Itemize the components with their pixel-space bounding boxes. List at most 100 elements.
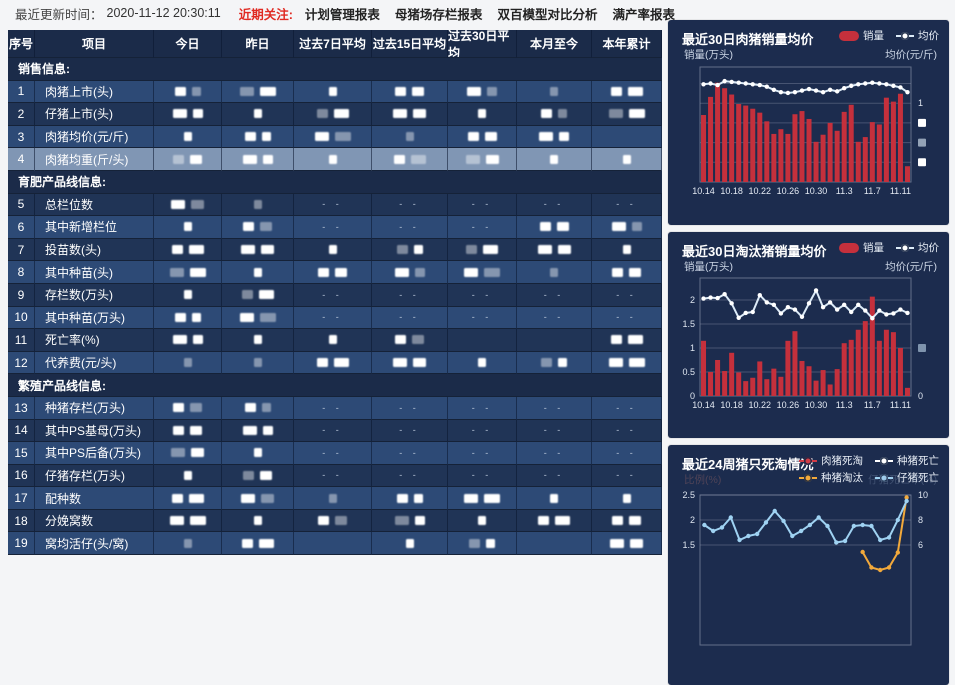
svg-text:10.18: 10.18 [720,400,743,410]
redacted-value [333,358,349,368]
redacted-value [261,245,274,255]
table-row-17[interactable]: 17 配种数 [8,487,662,510]
redacted-value [538,516,549,526]
data-cell [154,216,222,239]
bar-line-chart[interactable]: 10.14 10.18 10.22 10.26 10.30 11.3 11.7 11.11 1 [668,20,949,225]
table-row-16[interactable]: 16 仔猪存栏(万头) - - - - - - - - - - [8,464,662,488]
chart-legend: 肉猪死淘 种猪死亡种猪淘汰 仔猪死亡 [764,453,939,485]
table-row-12[interactable]: 12 代养费(元/头) [8,351,662,375]
redacted-value [478,358,486,368]
legend-label: 种猪死亡 [897,455,939,467]
row-label: 代养费(元/头) [35,351,154,375]
svg-text:10.14: 10.14 [692,400,715,410]
table-row-15[interactable]: 15 其中PS后备(万头) - - - - - - - - - - [8,442,662,465]
table-row-7[interactable]: 7 投苗数(头) [8,238,662,262]
table-row-8[interactable]: 8 其中种苗(头) [8,261,662,284]
legend-label: 仔猪死亡 [897,472,939,484]
data-cell [222,261,294,284]
legend-item-肉猪死淘[interactable]: 肉猪死淘 [799,453,863,468]
table-row-3[interactable]: 3 肉猪均价(元/斤) [8,125,662,149]
data-cell [154,125,222,149]
redacted-value [171,199,185,209]
redacted-value [412,335,424,345]
data-cell: - - [517,306,592,330]
table-row-10[interactable]: 10 其中种苗(万头) - - - - - - - - - - [8,306,662,330]
legend-item-均价[interactable]: 均价 [896,28,939,43]
legend-item-均价[interactable]: 均价 [896,240,939,255]
table-row-18[interactable]: 18 分娩窝数 [8,509,662,533]
data-cell [448,532,517,556]
row-number: 5 [8,193,35,217]
redacted-value [171,245,183,255]
redacted-value [610,538,624,548]
table-group-header: 销售信息: [8,58,662,81]
redacted-value [414,516,425,526]
column-header: 过去30日平均 [448,30,517,58]
row-number: 2 [8,103,35,126]
legend-label: 均价 [918,30,939,42]
report-link-4[interactable]: 满产率报表 [612,7,675,22]
data-cell [448,148,517,171]
data-cell [448,125,517,149]
redacted-value [622,154,631,164]
data-cell: - - [372,464,448,488]
null-value: - - [399,312,420,323]
data-cell [372,103,448,126]
null-value: - - [322,289,343,300]
report-link-3[interactable]: 双百模型对比分析 [497,7,598,22]
data-cell [222,216,294,239]
data-cell [517,148,592,171]
redacted-value [244,403,256,413]
svg-text:11.11: 11.11 [890,400,911,410]
report-link-1[interactable]: 计划管理报表 [304,7,380,22]
bar-line-chart[interactable]: 10.14 10.18 10.22 10.26 10.30 11.3 11.7 11.11 0 0… [668,232,949,438]
report-links: 计划管理报表 母猪场存栏报表 双百模型对比分析 满产率报表 [305,4,675,23]
null-value: - - [471,199,493,210]
legend-item-种猪淘汰[interactable]: 种猪淘汰 [799,470,863,485]
table-row-2[interactable]: 2 仔猪上市(头) [8,103,662,126]
report-link-2[interactable]: 母猪场存栏报表 [394,7,483,22]
table-row-14[interactable]: 14 其中PS基母(万头) - - - - - - - - - - [8,419,662,443]
legend-item-销量[interactable]: 销量 [839,28,884,43]
legend-label: 肉猪死淘 [821,455,863,467]
data-cell [294,80,372,104]
row-label: 仔猪上市(头) [35,103,154,126]
null-value: - - [543,199,565,210]
table-row-13[interactable]: 13 种猪存栏(万头) - - - - - - - - - - [8,396,662,420]
data-cell: - - [294,419,372,443]
redacted-value [172,109,187,119]
row-label: 其中PS后备(万头) [35,442,154,465]
redacted-value [335,516,347,526]
redacted-value [261,132,271,142]
redacted-value [191,199,204,209]
null-value: - - [399,447,420,458]
table-row-19[interactable]: 19 窝均活仔(头/窝) [8,532,662,556]
data-cell [154,487,222,510]
null-value: - - [322,312,343,323]
table-row-11[interactable]: 11 死亡率(%) [8,329,662,352]
redacted-value [335,267,347,277]
table-row-6[interactable]: 6 其中新增栏位 - - - - - - [8,216,662,239]
redacted-value [485,154,499,164]
legend-item-种猪死亡[interactable]: 种猪死亡 [875,453,939,468]
redacted-value [484,132,497,142]
redacted-value [466,245,477,255]
redacted-value [467,86,481,96]
legend-item-销量[interactable]: 销量 [839,240,884,255]
table-row-9[interactable]: 9 存栏数(万头) - - - - - - - - - - [8,283,662,307]
table-row-4[interactable]: 4 肉猪均重(斤/头) [8,148,662,171]
svg-text:8: 8 [918,515,923,525]
redacted-axis-label [918,158,926,167]
legend-item-仔猪死亡[interactable]: 仔猪死亡 [875,470,939,485]
null-value: - - [322,470,343,481]
data-cell [294,125,372,149]
table-row-5[interactable]: 5 总栏位数 - - - - - - - - - - [8,193,662,217]
data-cell [592,216,662,239]
svg-text:10.18: 10.18 [720,186,743,196]
table-row-1[interactable]: 1 肉猪上市(头) [8,80,662,104]
redacted-value [259,86,276,96]
data-cell [154,442,222,465]
row-number: 3 [8,125,35,149]
null-value: - - [616,425,637,436]
data-cell [592,103,662,126]
